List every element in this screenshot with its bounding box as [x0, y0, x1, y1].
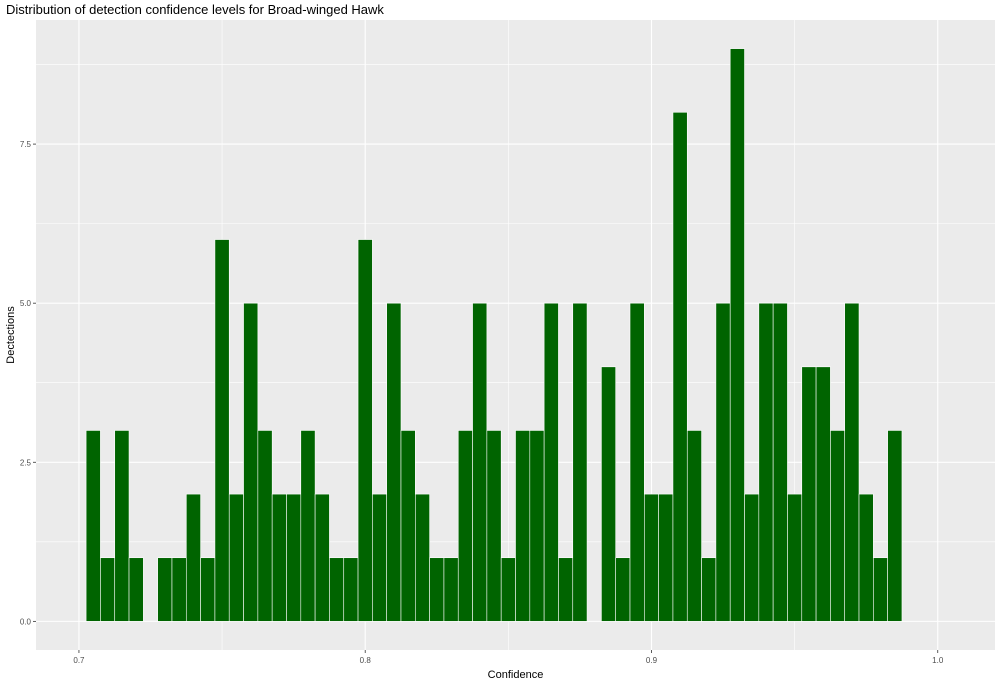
x-axis: 0.7 0.8 0.9 1.0 [73, 650, 944, 665]
bar [400, 430, 416, 622]
bar [314, 493, 330, 622]
bars [85, 48, 903, 622]
bar [658, 493, 674, 622]
x-tick-label: 0.8 [360, 656, 372, 665]
bar [744, 493, 760, 622]
bar [157, 557, 173, 622]
bar [887, 430, 903, 622]
bar [558, 557, 574, 622]
bar [701, 557, 717, 622]
x-tick-label: 1.0 [932, 656, 944, 665]
y-tick-label: 5.0 [20, 299, 32, 308]
bar [486, 430, 502, 622]
bar [787, 493, 803, 622]
y-tick-label: 7.5 [20, 140, 32, 149]
chart-title: Distribution of detection confidence lev… [6, 2, 384, 17]
bar [815, 366, 831, 622]
x-tick-label: 0.7 [73, 656, 85, 665]
bar [386, 302, 402, 622]
bar [615, 557, 631, 622]
bar [429, 557, 445, 622]
bar [372, 493, 387, 622]
bar [243, 302, 259, 622]
y-axis-title: Dectections [5, 306, 17, 364]
bar [271, 493, 287, 622]
bar [644, 493, 659, 622]
bar [286, 493, 302, 622]
bar [529, 430, 545, 622]
x-axis-title: Confidence [488, 669, 544, 681]
bar [257, 430, 273, 622]
y-tick-label: 0.0 [20, 617, 32, 626]
bar [772, 302, 788, 622]
bar [873, 557, 888, 622]
bar [457, 430, 473, 622]
bar [185, 493, 201, 622]
bar [100, 557, 116, 622]
bar [758, 302, 774, 622]
bar [200, 557, 216, 622]
bar [357, 239, 373, 622]
bar [801, 366, 817, 622]
bar [300, 430, 316, 622]
bar [329, 557, 345, 622]
y-axis: 0.0 2.5 5.0 7.5 [20, 140, 36, 626]
bar [858, 493, 874, 622]
bar [715, 302, 731, 622]
bar [515, 430, 531, 622]
bar [844, 302, 860, 622]
bar [672, 111, 688, 622]
bar [114, 430, 130, 622]
bar [343, 557, 359, 622]
bar [171, 557, 187, 622]
bar [601, 366, 616, 622]
bar [543, 302, 559, 622]
bar [572, 302, 588, 622]
bar [729, 48, 745, 622]
bar [228, 493, 244, 622]
bar [500, 557, 516, 622]
y-tick-label: 2.5 [20, 458, 32, 467]
bar [629, 302, 645, 622]
x-tick-label: 0.9 [646, 656, 658, 665]
bar [830, 430, 846, 622]
bar [415, 493, 430, 622]
bar [128, 557, 144, 622]
bar [443, 557, 459, 622]
bar [686, 430, 702, 622]
bar [472, 302, 488, 622]
bar [85, 430, 101, 622]
bar [214, 239, 230, 622]
